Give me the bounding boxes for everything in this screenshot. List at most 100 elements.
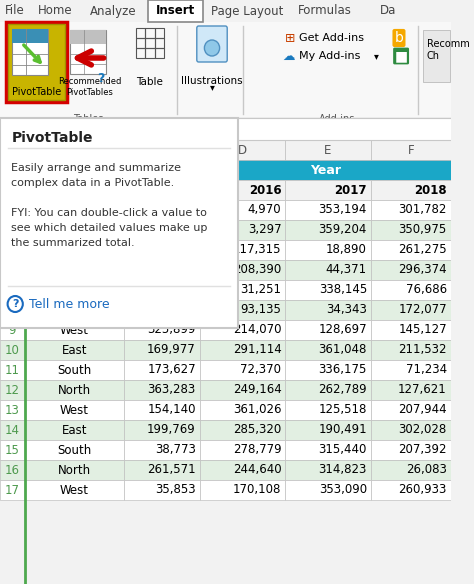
Text: ⊞: ⊞ <box>285 32 296 44</box>
Bar <box>25 200 124 220</box>
Bar <box>0 360 25 380</box>
Bar <box>371 220 451 240</box>
Text: 71,234: 71,234 <box>406 363 447 377</box>
Text: 10: 10 <box>5 343 20 356</box>
Text: Recommended
PivotTables: Recommended PivotTables <box>58 77 121 98</box>
Text: 285,320: 285,320 <box>233 423 282 436</box>
Bar <box>371 260 451 280</box>
Bar <box>200 420 285 440</box>
Text: ▾: ▾ <box>210 82 214 92</box>
Bar <box>25 460 124 480</box>
Bar <box>0 118 451 140</box>
Text: 11: 11 <box>5 363 20 377</box>
Text: 261,275: 261,275 <box>398 244 447 256</box>
Text: 199,769: 199,769 <box>147 423 196 436</box>
Text: Add-ins: Add-ins <box>319 114 356 124</box>
Text: 356,740: 356,740 <box>147 283 196 297</box>
Text: 211,532: 211,532 <box>398 343 447 356</box>
Bar <box>285 340 371 360</box>
Bar <box>124 360 200 380</box>
Bar <box>25 320 124 340</box>
Bar <box>124 140 200 160</box>
Text: ?: ? <box>12 299 18 309</box>
Bar <box>124 480 200 500</box>
Bar <box>25 160 124 180</box>
Text: 76,686: 76,686 <box>406 283 447 297</box>
Bar <box>371 340 451 360</box>
Text: West: West <box>60 244 89 256</box>
Bar <box>371 240 451 260</box>
Text: 4,970: 4,970 <box>162 203 196 217</box>
Text: 244,640: 244,640 <box>233 464 282 477</box>
Bar <box>0 460 25 480</box>
Text: 44,371: 44,371 <box>326 263 367 276</box>
Bar <box>8 24 64 100</box>
Text: PivotTable: PivotTable <box>11 131 93 145</box>
Text: Easily arrange and summarize: Easily arrange and summarize <box>11 163 182 173</box>
Bar <box>0 140 25 160</box>
Bar <box>124 380 200 400</box>
Text: North: North <box>57 384 91 397</box>
Text: 17: 17 <box>5 484 20 496</box>
Bar <box>0 300 25 320</box>
Bar <box>124 160 200 180</box>
Bar <box>285 240 371 260</box>
Bar <box>25 480 124 500</box>
Text: 338,145: 338,145 <box>319 283 367 297</box>
Bar <box>25 380 124 400</box>
Bar <box>25 180 124 200</box>
Text: 128,697: 128,697 <box>319 324 367 336</box>
Text: Illustrations: Illustrations <box>181 76 243 86</box>
Text: Tell me more: Tell me more <box>28 297 109 311</box>
Bar <box>155 48 164 58</box>
Text: Home: Home <box>38 5 73 18</box>
Bar <box>0 260 25 280</box>
Text: 214,070: 214,070 <box>233 324 282 336</box>
Text: 262,789: 262,789 <box>319 384 367 397</box>
Text: 363,283: 363,283 <box>147 384 196 397</box>
Bar <box>0 220 25 240</box>
Bar <box>200 280 285 300</box>
Bar <box>0 0 451 22</box>
Text: 361,048: 361,048 <box>319 343 367 356</box>
Text: ☁: ☁ <box>283 50 295 62</box>
Bar <box>25 260 124 280</box>
Bar <box>285 260 371 280</box>
Bar <box>200 180 285 200</box>
Text: Get Add-ins: Get Add-ins <box>299 33 364 43</box>
Text: see which detailed values make up: see which detailed values make up <box>11 223 208 233</box>
Text: 336,175: 336,175 <box>319 363 367 377</box>
Text: 260,933: 260,933 <box>399 484 447 496</box>
Text: 4,970: 4,970 <box>248 203 282 217</box>
Bar <box>0 440 25 460</box>
Text: 350,975: 350,975 <box>399 224 447 237</box>
Bar <box>285 380 371 400</box>
Text: Year: Year <box>310 164 341 176</box>
Text: 34,343: 34,343 <box>326 304 367 317</box>
Text: 8: 8 <box>9 304 16 317</box>
Bar <box>124 180 200 200</box>
Text: 26,083: 26,083 <box>406 464 447 477</box>
Bar <box>285 280 371 300</box>
Text: 12: 12 <box>5 384 20 397</box>
Bar <box>371 460 451 480</box>
Bar <box>0 140 451 160</box>
Text: 2018: 2018 <box>414 183 447 196</box>
Bar <box>155 28 164 38</box>
Text: 15: 15 <box>5 443 20 457</box>
Bar <box>371 400 451 420</box>
Bar <box>285 140 371 160</box>
Text: 291,114: 291,114 <box>233 343 282 356</box>
Text: 3,297: 3,297 <box>162 224 196 237</box>
Bar <box>0 200 25 220</box>
Bar <box>371 200 451 220</box>
Text: 207,392: 207,392 <box>398 443 447 457</box>
Text: North: North <box>57 304 91 317</box>
Text: PivotTable: PivotTable <box>11 87 61 97</box>
Text: 302,028: 302,028 <box>399 423 447 436</box>
Text: ■: ■ <box>394 49 408 63</box>
Bar <box>200 460 285 480</box>
Bar <box>285 400 371 420</box>
Bar <box>146 38 155 48</box>
Text: 93,135: 93,135 <box>240 304 282 317</box>
